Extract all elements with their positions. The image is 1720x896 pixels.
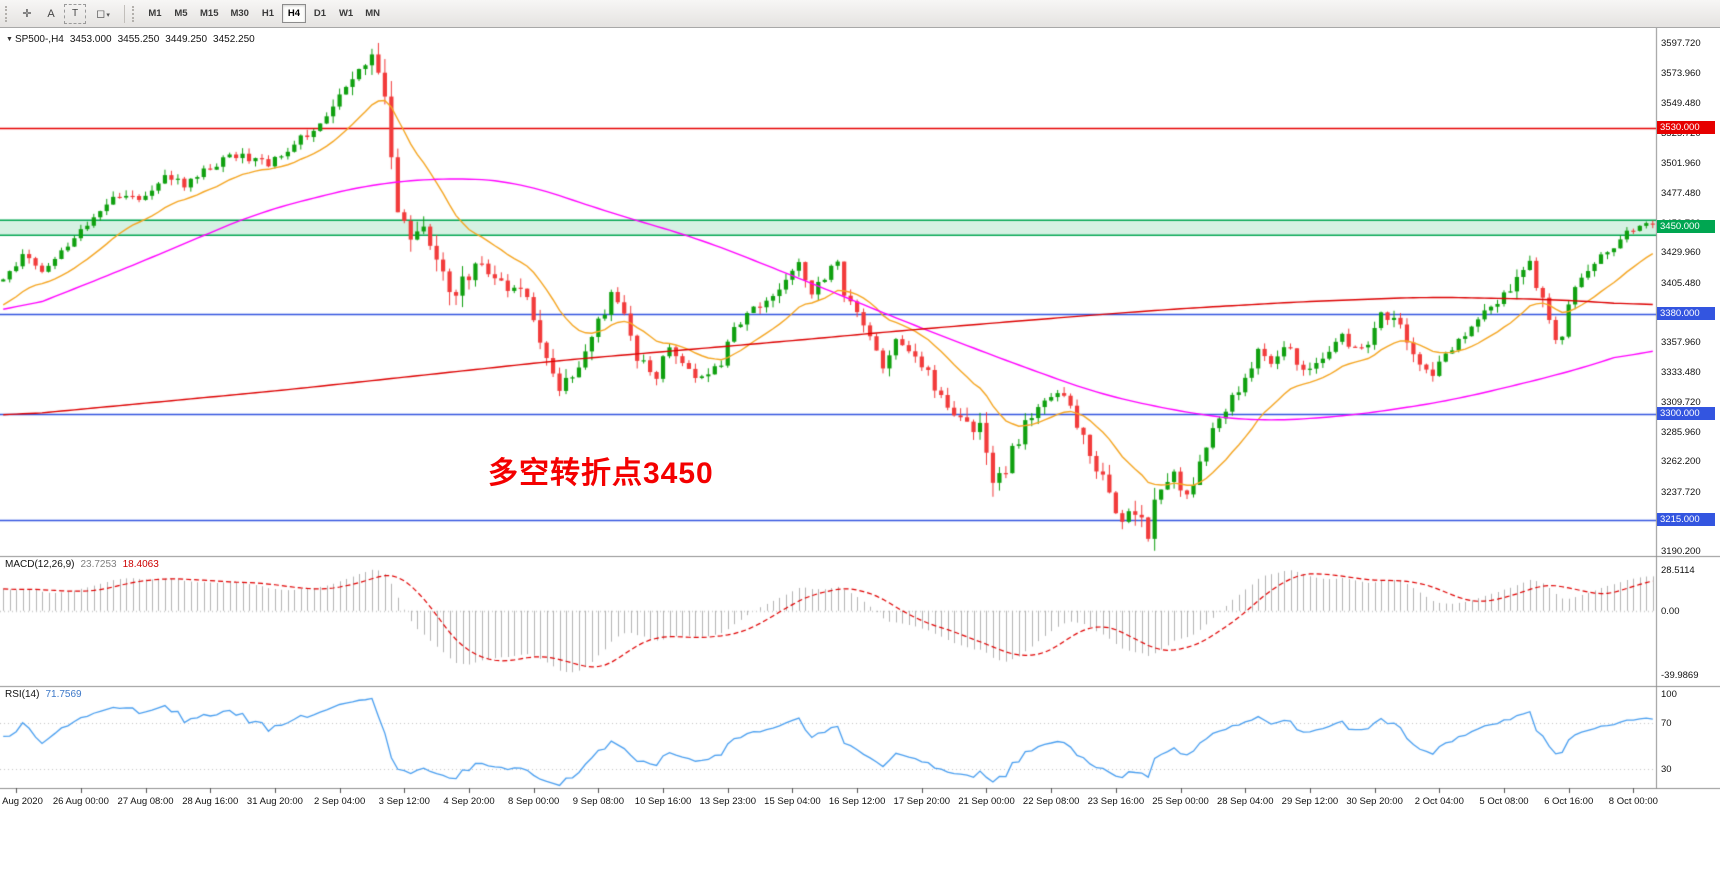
price-axis-label: 3237.720 <box>1661 486 1701 498</box>
time-axis-label: 31 Aug 20:00 <box>246 796 303 807</box>
chart-title: ▼ SP500-,H4 3453.000 3455.250 3449.250 3452.2… <box>6 34 255 45</box>
price-axis-label: 3285.960 <box>1661 426 1701 438</box>
time-axis-label: 28 Aug 16:00 <box>182 796 239 807</box>
top-toolbar: ✛ A T ◻▾ M1 M5 M15 M30 H1 H4 D1 W1 MN <box>0 0 1720 28</box>
time-axis-label: 9 Sep 08:00 <box>572 796 624 807</box>
time-axis-label: 10 Sep 16:00 <box>634 796 692 807</box>
timeframe-toolbar-handle[interactable] <box>132 5 137 22</box>
label-tool-button[interactable]: T <box>64 3 86 24</box>
price-axis-label: 3333.480 <box>1661 367 1701 379</box>
time-axis-label: 17 Sep 20:00 <box>893 796 951 807</box>
price-axis-label: 3190.200 <box>1661 545 1701 557</box>
timeframe-button-m1[interactable]: M1 <box>143 4 167 23</box>
time-axis-label: 21 Sep 00:00 <box>958 796 1015 807</box>
time-axis-label: 8 Sep 00:00 <box>508 796 560 807</box>
time-axis-label: 8 Oct 00:00 <box>1608 796 1658 807</box>
crosshair-tool-button[interactable]: ✛ <box>16 4 38 24</box>
time-axis-label: 23 Sep 16:00 <box>1087 796 1145 807</box>
timeframe-button-m5[interactable]: M5 <box>169 4 193 23</box>
macd-axis-zero-label: 0.00 <box>1661 605 1680 617</box>
quote-open: 3453.000 <box>69 34 112 45</box>
symbol-name: SP500-,H4 <box>14 34 64 45</box>
macd-signal-value: 18.4063 <box>122 559 159 570</box>
time-axis-label: 15 Sep 04:00 <box>764 796 821 807</box>
toolbar-separator <box>124 4 125 23</box>
timeframe-button-h4[interactable]: H4 <box>281 4 306 23</box>
price-axis-label: 3357.960 <box>1661 336 1701 348</box>
price-axis-label: 3549.480 <box>1661 98 1701 110</box>
time-axis-label: 26 Aug 00:00 <box>52 796 109 807</box>
time-axis-label: 28 Sep 04:00 <box>1216 796 1274 807</box>
price-level-label: 3450.000 <box>1657 220 1715 234</box>
rsi-axis-label: 30 <box>1661 763 1672 775</box>
quote-high: 3455.250 <box>117 34 160 45</box>
price-axis-label: 3405.480 <box>1661 277 1701 289</box>
time-axis-label: 25 Sep 00:00 <box>1152 796 1209 807</box>
price-axis-label: 3429.960 <box>1661 247 1701 259</box>
time-axis-label: 6 Oct 16:00 <box>1544 796 1594 807</box>
rsi-value: 71.7569 <box>45 689 82 700</box>
price-level-label: 3530.000 <box>1657 120 1715 134</box>
price-axis-label: 3262.200 <box>1661 456 1701 468</box>
symbol-dropdown-icon[interactable]: ▼ <box>6 36 13 43</box>
time-axis-label: 27 Aug 08:00 <box>117 796 174 807</box>
timeframe-button-m30[interactable]: M30 <box>225 4 253 23</box>
shapes-tool-button[interactable]: ◻▾ <box>88 4 118 24</box>
price-axis-label: 3309.720 <box>1661 396 1701 408</box>
price-axis-label: 3477.480 <box>1661 188 1701 200</box>
timeframe-button-w1[interactable]: W1 <box>334 4 358 23</box>
price-level-label: 3215.000 <box>1657 512 1715 526</box>
chart-area: ▼ SP500-,H4 3453.000 3455.250 3449.250 3452.2… <box>0 28 1720 896</box>
time-axis-label: 13 Sep 23:00 <box>699 796 756 807</box>
time-axis-label: 5 Oct 08:00 <box>1479 796 1529 807</box>
time-axis-label: 4 Sep 20:00 <box>443 796 495 807</box>
price-level-label: 3300.000 <box>1657 407 1715 421</box>
chart-annotation-text[interactable]: 多空转折点3450 <box>488 457 714 490</box>
price-axis-label: 3597.720 <box>1661 38 1701 50</box>
chevron-down-icon: ▾ <box>106 12 110 19</box>
time-axis-label: 22 Sep 08:00 <box>1022 796 1080 807</box>
timeframe-button-mn[interactable]: MN <box>360 4 385 23</box>
toolbar-drag-handle[interactable] <box>5 5 10 22</box>
time-axis-label: 3 Sep 12:00 <box>378 796 430 807</box>
chart-overlay: ▼ SP500-,H4 3453.000 3455.250 3449.250 3452.2… <box>0 28 1720 896</box>
rsi-pane-label: RSI(14) 71.7569 <box>5 689 88 700</box>
rsi-axis-label: 70 <box>1661 717 1672 729</box>
macd-pane-label: MACD(12,26,9) 23.7253 18.4063 <box>5 559 165 570</box>
shape-icon: ◻ <box>96 8 106 20</box>
quote-close: 3452.250 <box>213 34 255 45</box>
price-level-label: 3380.000 <box>1657 307 1715 321</box>
macd-axis-max-label: 28.5114 <box>1661 565 1695 576</box>
macd-main-value: 23.7253 <box>80 559 117 570</box>
macd-name: MACD(12,26,9) <box>5 559 75 570</box>
timeframe-button-d1[interactable]: D1 <box>308 4 332 23</box>
price-axis-label: 3573.960 <box>1661 67 1701 79</box>
rsi-axis-label: 100 <box>1661 689 1677 700</box>
time-axis-label: 2 Sep 04:00 <box>313 796 366 807</box>
time-axis-label: 29 Sep 12:00 <box>1281 796 1339 807</box>
timeframe-button-m15[interactable]: M15 <box>195 4 223 23</box>
quote-low: 3449.250 <box>165 34 208 45</box>
price-axis-label: 3501.960 <box>1661 157 1701 169</box>
time-axis-label: 30 Sep 20:00 <box>1346 796 1403 807</box>
rsi-name: RSI(14) <box>5 689 40 700</box>
text-tool-button[interactable]: A <box>40 4 62 24</box>
macd-axis-min-label: -39.9869 <box>1661 670 1699 681</box>
timeframe-button-h1[interactable]: H1 <box>256 4 280 23</box>
time-axis-label: 2 Oct 04:00 <box>1414 796 1464 807</box>
time-axis-label: 24 Aug 2020 <box>0 796 43 807</box>
time-axis-label: 16 Sep 12:00 <box>828 796 886 807</box>
chart-canvas[interactable] <box>0 28 1720 896</box>
